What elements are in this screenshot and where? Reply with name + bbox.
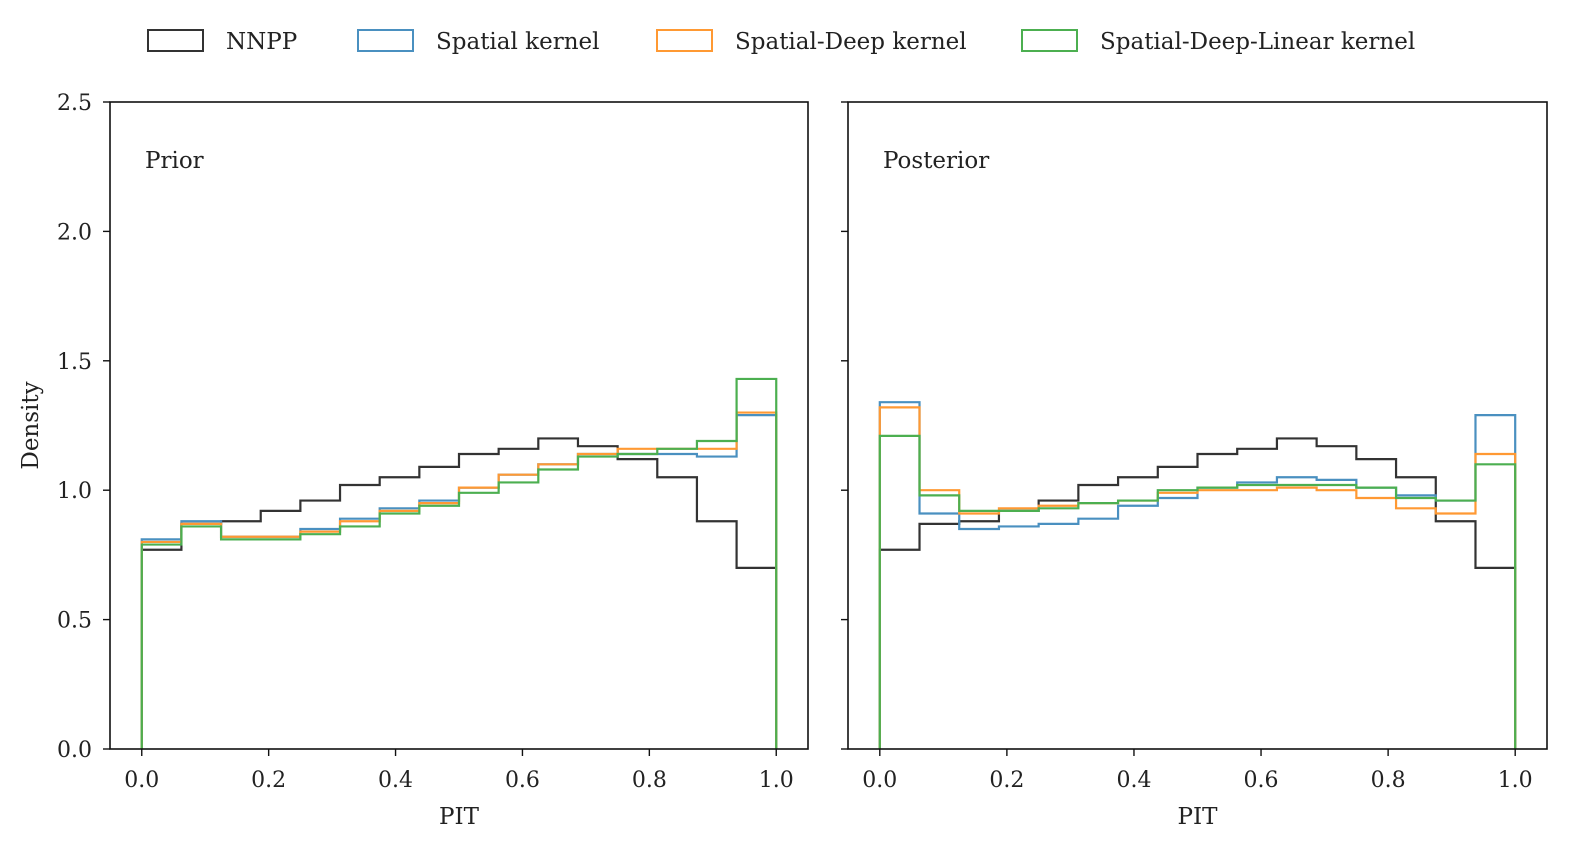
- x-tick-label: 0.6: [1244, 768, 1279, 793]
- posterior-series-spatial-deep-kernel: [878, 406, 1517, 749]
- posterior-series-nnpp: [878, 437, 1517, 749]
- y-tick-label: 0.0: [57, 738, 92, 763]
- y-tick-label: 1.0: [57, 479, 92, 504]
- legend-entry-spatial-kernel: Spatial kernel: [357, 29, 600, 55]
- posterior-panel-title: Posterior: [883, 148, 989, 174]
- x-tick-label: 0.4: [1116, 768, 1151, 793]
- x-tick-label: 0.0: [862, 768, 897, 793]
- posterior-series-spatial-deep-linear-kernel: [878, 434, 1517, 749]
- x-tick-label: 0.2: [251, 768, 286, 793]
- legend-swatch: [656, 29, 713, 52]
- x-tick-label: 0.2: [989, 768, 1024, 793]
- legend-label: Spatial kernel: [436, 29, 600, 55]
- y-tick-label: 2.0: [57, 220, 92, 245]
- posterior-plot-area: [878, 401, 1517, 749]
- legend-swatch: [147, 29, 204, 52]
- x-axis-label: PIT: [1178, 804, 1219, 830]
- prior-axes-frame: [109, 101, 809, 750]
- y-tick-label: 1.5: [57, 350, 92, 375]
- legend-entry-spatial-deep-kernel: Spatial-Deep kernel: [656, 29, 967, 55]
- prior-plot-area: [140, 377, 778, 749]
- posterior-axes-frame: [847, 101, 1548, 750]
- legend-swatch: [1021, 29, 1078, 52]
- legend-label: NNPP: [226, 29, 297, 55]
- x-tick-label: 0.0: [124, 768, 159, 793]
- legend-entry-nnpp: NNPP: [147, 29, 297, 55]
- prior-series-spatial-deep-linear-kernel: [140, 377, 778, 749]
- y-axis-label: Density: [18, 381, 44, 469]
- x-tick-label: 0.8: [1371, 768, 1406, 793]
- y-tick-label: 2.5: [57, 91, 92, 116]
- legend: NNPP Spatial kernel Spatial-Deep kernel Spa…: [147, 29, 1415, 55]
- posterior-panel: 0.0 0.2 0.4 0.6 0.8 1.0 Posterior PIT: [841, 101, 1548, 830]
- prior-panel: 0.0 0.2 0.4 0.6 0.8 1.0 0.0 0.5 1.0 1.5 2.0 2.5 Prio…: [18, 91, 809, 830]
- x-tick-label: 0.4: [378, 768, 413, 793]
- legend-label: Spatial-Deep-Linear kernel: [1100, 29, 1415, 55]
- x-axis-label: PIT: [439, 804, 480, 830]
- y-tick-label: 0.5: [57, 609, 92, 634]
- x-tick-label: 0.8: [632, 768, 667, 793]
- legend-entry-spatial-deep-linear-kernel: Spatial-Deep-Linear kernel: [1021, 29, 1415, 55]
- legend-swatch: [357, 29, 414, 52]
- prior-series-nnpp: [140, 437, 778, 749]
- legend-label: Spatial-Deep kernel: [735, 29, 967, 55]
- x-tick-label: 1.0: [759, 768, 794, 793]
- prior-panel-title: Prior: [145, 148, 204, 174]
- x-tick-label: 0.6: [505, 768, 540, 793]
- x-tick-label: 1.0: [1498, 768, 1533, 793]
